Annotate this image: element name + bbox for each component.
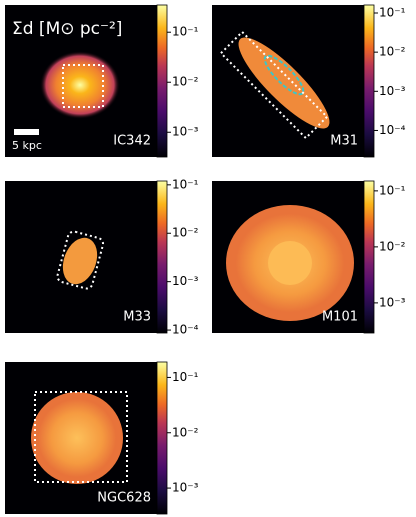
colorbar-tick-label: 10⁻⁴ xyxy=(379,123,406,137)
colorbar-tick-label: 10⁻³ xyxy=(172,481,199,495)
colorbar-tick-label: 10⁻³ xyxy=(379,295,406,309)
colorbar-fill xyxy=(156,180,168,334)
galaxy-name: M33 xyxy=(123,310,151,325)
colorbar-tick-label: 10⁻¹ xyxy=(172,370,199,384)
galaxy-name: IC342 xyxy=(113,134,151,149)
colorbar-tick-label: 10⁻¹ xyxy=(379,5,406,19)
colorbar-fill xyxy=(156,4,168,158)
galaxy-name: M31 xyxy=(330,134,358,149)
galaxy xyxy=(31,392,123,484)
colorbar-tick-label: 10⁻² xyxy=(172,75,199,89)
colorbar-tick-label: 10⁻² xyxy=(172,425,199,439)
region-box xyxy=(56,230,105,290)
panel: M33 xyxy=(5,181,157,333)
scale-bar xyxy=(14,129,39,135)
colorbar: 10⁻¹ 10⁻² 10⁻³ xyxy=(156,361,199,515)
galaxy-name: M101 xyxy=(322,310,358,325)
colorbar-tick-label: 10⁻² xyxy=(172,226,199,240)
colorbar: 10⁻¹ 10⁻² 10⁻³ xyxy=(156,4,199,158)
colorbar: 10⁻¹ 10⁻² 10⁻³ 10⁻⁴ xyxy=(363,4,406,158)
colorbar-tick-label: 10⁻² xyxy=(379,239,406,253)
region-box xyxy=(62,64,104,108)
figure-title: Σd [M⊙ pc⁻²] xyxy=(12,19,122,39)
galaxy xyxy=(238,37,330,129)
panel: M31 xyxy=(212,5,364,157)
galaxy xyxy=(62,237,98,285)
colorbar-tick-label: 10⁻³ xyxy=(379,84,406,98)
colorbar-tick-label: 10⁻² xyxy=(379,45,406,59)
region-box xyxy=(34,391,128,483)
colorbar-tick-label: 10⁻³ xyxy=(172,274,199,288)
colorbar-fill xyxy=(156,361,168,515)
colorbar-tick-label: 10⁻¹ xyxy=(172,177,199,191)
colorbar-tick-label: 10⁻¹ xyxy=(379,183,406,197)
colorbar-tick-label: 10⁻⁴ xyxy=(172,323,199,337)
colorbar-fill xyxy=(363,180,375,334)
galaxy-core xyxy=(268,241,312,285)
galaxy xyxy=(40,51,120,119)
colorbar-tick-label: 10⁻¹ xyxy=(172,25,199,39)
panel: NGC628 xyxy=(5,362,157,514)
colorbar: 10⁻¹ 10⁻² 10⁻³ 10⁻⁴ xyxy=(156,177,199,337)
panel: M101 xyxy=(212,181,364,333)
colorbar-tick-label: 10⁻³ xyxy=(172,125,199,139)
colorbar-fill xyxy=(363,4,375,158)
galaxy-name: NGC628 xyxy=(97,491,151,506)
colorbar: 10⁻¹ 10⁻² 10⁻³ xyxy=(363,180,406,334)
scale-bar-label: 5 kpc xyxy=(12,139,42,152)
